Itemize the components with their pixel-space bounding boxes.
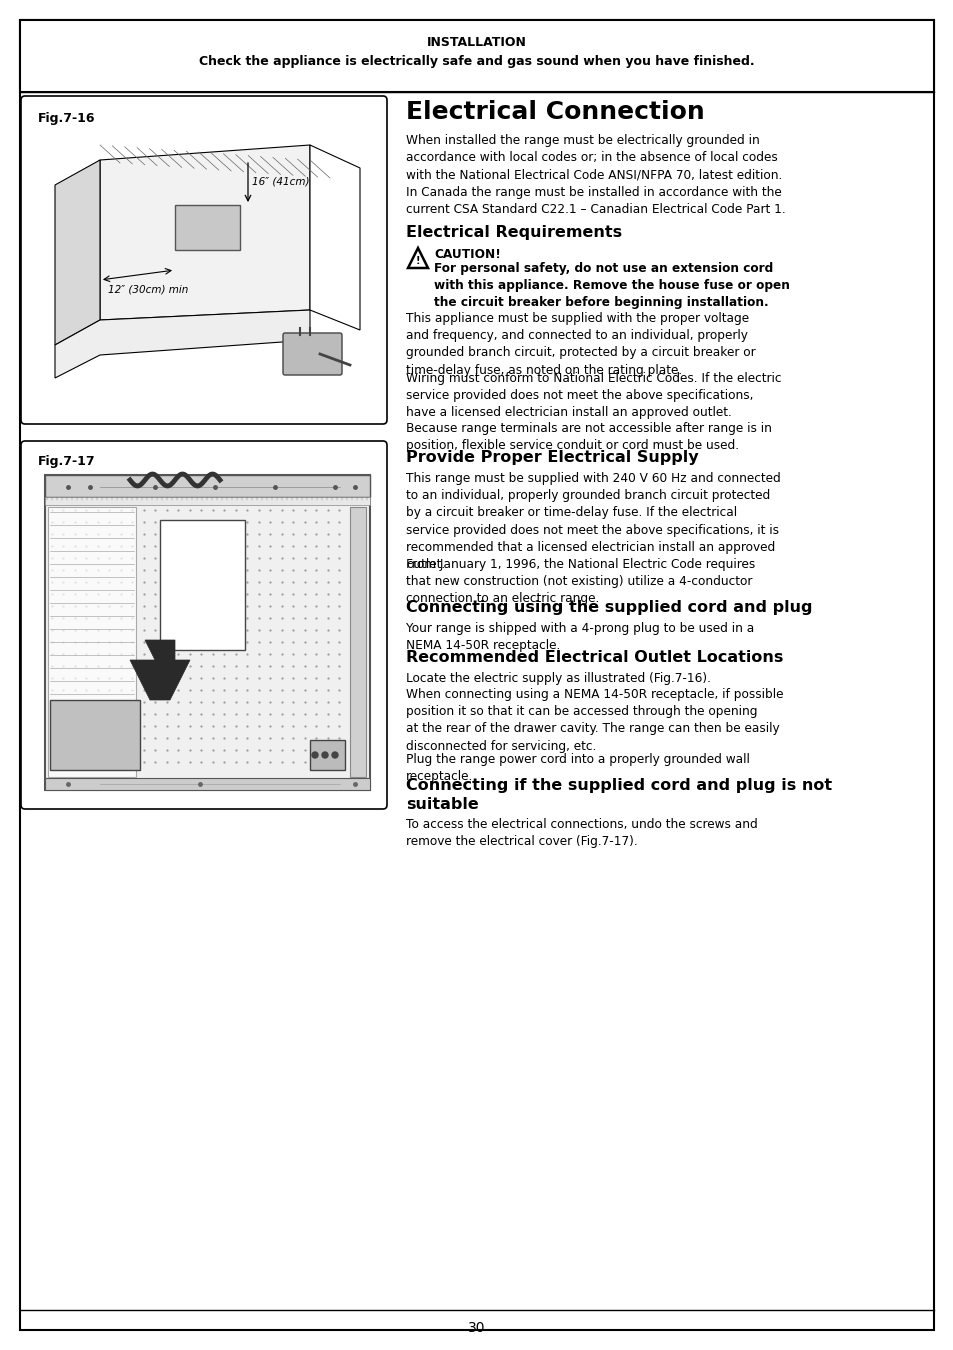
Polygon shape	[130, 640, 190, 701]
Bar	[45, 778, 370, 790]
Circle shape	[332, 752, 337, 757]
Bar	[48, 508, 136, 778]
Bar	[174, 205, 240, 250]
Text: Because range terminals are not accessible after range is in
position, flexible : Because range terminals are not accessib…	[406, 423, 771, 452]
Text: In Canada the range must be installed in accordance with the
current CSA Standar: In Canada the range must be installed in…	[406, 186, 785, 216]
Text: CAUTION!: CAUTION!	[434, 248, 500, 261]
Text: Check the appliance is electrically safe and gas sound when you have finished.: Check the appliance is electrically safe…	[199, 55, 754, 69]
Text: Provide Proper Electrical Supply: Provide Proper Electrical Supply	[406, 450, 698, 464]
Polygon shape	[408, 248, 428, 269]
Polygon shape	[55, 310, 310, 378]
FancyBboxPatch shape	[21, 441, 387, 809]
Text: From January 1, 1996, the National Electric Code requires
that new construction : From January 1, 1996, the National Elect…	[406, 558, 755, 605]
Text: Recommended Electrical Outlet Locations: Recommended Electrical Outlet Locations	[406, 649, 782, 666]
Text: INSTALLATION: INSTALLATION	[427, 36, 526, 50]
Text: This range must be supplied with 240 V 60 Hz and connected
to an individual, pro: This range must be supplied with 240 V 6…	[406, 472, 780, 571]
Polygon shape	[310, 144, 359, 329]
Bar	[310, 740, 345, 770]
FancyBboxPatch shape	[283, 333, 341, 375]
Text: Fig.7-16: Fig.7-16	[38, 112, 95, 126]
Text: Your range is shipped with a 4-prong plug to be used in a
NEMA 14-50R receptacle: Your range is shipped with a 4-prong plu…	[406, 622, 754, 652]
Text: Electrical Requirements: Electrical Requirements	[406, 225, 621, 240]
Text: Locate the electric supply as illustrated (Fig.7-16).: Locate the electric supply as illustrate…	[406, 672, 710, 684]
Bar	[350, 508, 366, 778]
Text: To access the electrical connections, undo the screws and
remove the electrical : To access the electrical connections, un…	[406, 818, 757, 848]
Text: Connecting using the supplied cord and plug: Connecting using the supplied cord and p…	[406, 599, 812, 616]
Polygon shape	[100, 144, 310, 320]
Text: When connecting using a NEMA 14-50R receptacle, if possible
position it so that : When connecting using a NEMA 14-50R rece…	[406, 688, 782, 752]
Circle shape	[312, 752, 317, 757]
FancyBboxPatch shape	[21, 96, 387, 424]
Text: 30: 30	[468, 1322, 485, 1335]
Text: Fig.7-17: Fig.7-17	[38, 455, 95, 468]
Text: 12″ (30cm) min: 12″ (30cm) min	[108, 285, 188, 296]
Text: Electrical Connection: Electrical Connection	[406, 100, 704, 124]
Text: Connecting if the supplied cord and plug is not
suitable: Connecting if the supplied cord and plug…	[406, 778, 831, 811]
Text: Wiring must conform to National Electric Codes. If the electric
service provided: Wiring must conform to National Electric…	[406, 373, 781, 420]
Text: 16″ (41cm): 16″ (41cm)	[252, 177, 309, 188]
Bar	[45, 475, 370, 497]
Bar	[50, 701, 140, 769]
Text: For personal safety, do not use an extension cord
with this appliance. Remove th: For personal safety, do not use an exten…	[434, 262, 789, 309]
Circle shape	[322, 752, 328, 757]
Polygon shape	[55, 161, 100, 346]
Text: Plug the range power cord into a properly grounded wall
receptacle.: Plug the range power cord into a properl…	[406, 753, 749, 783]
Text: This appliance must be supplied with the proper voltage
and frequency, and conne: This appliance must be supplied with the…	[406, 312, 755, 377]
Bar	[160, 520, 245, 649]
Text: When installed the range must be electrically grounded in
accordance with local : When installed the range must be electri…	[406, 134, 781, 181]
Text: !: !	[416, 256, 420, 266]
Bar	[45, 497, 370, 505]
Bar	[45, 475, 370, 790]
Bar	[20, 20, 933, 92]
